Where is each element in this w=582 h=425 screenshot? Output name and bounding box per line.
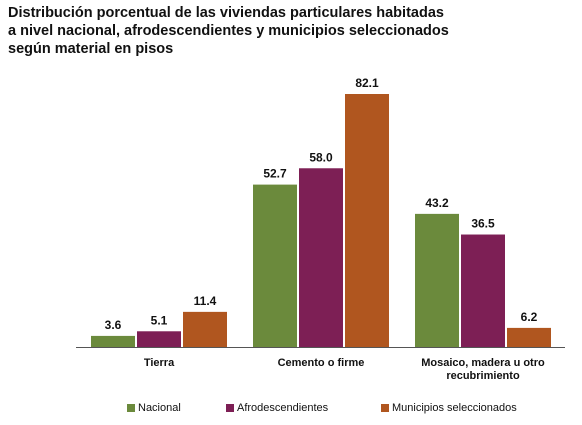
bar-1-0 [253,184,297,347]
legend-swatch-nacional [127,404,135,412]
legend-item-nacional: Nacional [127,402,181,414]
category-label-2-line-0: Mosaico, madera u otro [421,357,545,369]
legend-swatch-afrodescendientes [226,404,234,412]
data-label-0-2: 11.4 [194,294,217,308]
category-label-0: Tierra [144,357,175,369]
bar-0-0 [91,335,135,347]
bar-0-2 [183,311,227,347]
data-label-2-1: 36.5 [471,217,495,231]
legend-label-nacional: Nacional [138,402,181,414]
chart-legend: Nacional Afrodescendientes Municipios se… [0,402,582,418]
bar-2-2 [507,327,551,347]
data-label-1-1: 58.0 [309,150,333,164]
bar-1-1 [299,168,343,347]
chart-title-line-3: según material en pisos [8,41,174,57]
legend-item-municipios: Municipios seleccionados [381,402,517,414]
legend-item-afrodescendientes: Afrodescendientes [226,402,328,414]
data-label-0-0: 3.6 [105,318,122,332]
bar-2-0 [415,213,459,347]
chart-title: Distribución porcentual de las viviendas… [8,4,568,58]
bar-0-1 [137,331,181,347]
data-label-2-0: 43.2 [425,196,449,210]
chart-title-line-2: a nivel nacional, afrodescendientes y mu… [8,23,449,39]
chart-title-line-1: Distribución porcentual de las viviendas… [8,5,444,21]
legend-label-afrodescendientes: Afrodescendientes [237,402,329,414]
legend-label-municipios: Municipios seleccionados [392,402,517,414]
bar-chart: 3.6 5.1 11.4 Tierra 52.7 58.0 82.1 Cemento o fi… [76,76,565,382]
category-label-1: Cemento o firme [278,357,365,369]
bar-1-2 [345,94,389,347]
data-label-0-1: 5.1 [151,313,168,327]
data-label-1-2: 82.1 [355,76,379,90]
bar-2-1 [461,234,505,347]
legend-swatch-municipios [381,404,389,412]
data-label-1-0: 52.7 [263,167,287,181]
data-label-2-2: 6.2 [521,310,538,324]
category-label-2-line-1: recubrimiento [446,370,520,382]
